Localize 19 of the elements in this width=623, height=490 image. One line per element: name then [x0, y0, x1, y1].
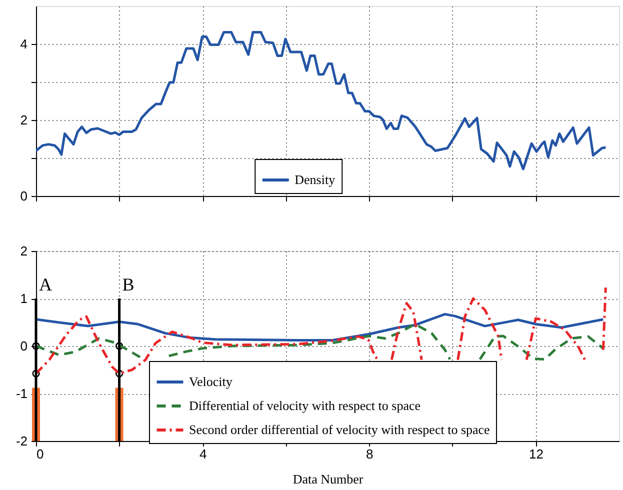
- y-tick-label: 0: [20, 338, 28, 354]
- x-tick-label: 12: [528, 446, 544, 462]
- legend-label: Velocity: [189, 374, 233, 389]
- y-tick-label: 4: [20, 36, 28, 52]
- x-tick-label: 0: [36, 446, 44, 462]
- y-tick-label: 2: [20, 244, 28, 258]
- y-tick-label: -2: [16, 434, 28, 448]
- ref-line-label: B: [122, 274, 134, 295]
- y-tick-label: 0: [20, 188, 28, 204]
- x-axis-title: Data Number: [292, 472, 364, 486]
- ref-line-label: A: [39, 274, 52, 295]
- y-tick-label: -1: [16, 386, 28, 401]
- legend-label: Differential of velocity with respect to space: [189, 398, 421, 413]
- x-tick-label: 8: [366, 446, 374, 462]
- legend-label: Density: [294, 172, 336, 187]
- y-tick-label: 2: [20, 112, 28, 128]
- legend-label: Second order differential of velocity with respect to space: [189, 422, 490, 437]
- y-tick-label: 1: [20, 291, 28, 306]
- x-tick-label: 4: [199, 446, 207, 462]
